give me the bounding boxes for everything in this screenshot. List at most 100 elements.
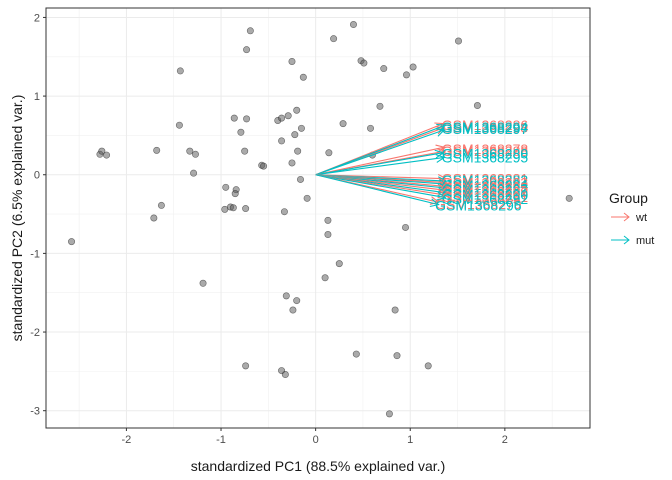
loading-label: GSM1368282 (442, 172, 529, 188)
legend-key-arrowhead (623, 212, 630, 222)
y-tick-label: 1 (34, 91, 40, 103)
arrow-head (435, 154, 446, 163)
data-point (153, 146, 161, 154)
data-point (409, 63, 417, 71)
loading-label: GSM1368284 (442, 177, 529, 193)
data-point (349, 21, 357, 29)
data-point (280, 208, 288, 216)
data-point (324, 216, 332, 224)
x-axis-title: standardized PC1 (88.5% explained var.) (191, 458, 445, 474)
data-point (367, 124, 375, 132)
data-point (293, 106, 301, 114)
data-point (199, 279, 207, 287)
arrow-head (437, 177, 448, 187)
data-point (176, 67, 184, 75)
data-point (330, 35, 338, 43)
data-point (297, 124, 305, 132)
data-point (299, 73, 307, 81)
data-point (393, 352, 401, 360)
data-point (103, 151, 111, 159)
loading-label: GSM1368279 (435, 196, 522, 212)
loading-label: GSM1368288 (442, 143, 529, 159)
loading-label: GSM1368290 (442, 186, 529, 202)
loading-label: GSM1368278 (442, 141, 529, 157)
arrow-head (435, 128, 446, 137)
loading-arrow (315, 144, 446, 176)
data-point (402, 223, 410, 231)
data-point (191, 150, 199, 158)
data-point (324, 231, 332, 239)
data-point (289, 306, 297, 314)
loading-label: GSM1368292 (442, 191, 529, 207)
legend-entries: wt mut (611, 212, 654, 247)
data-point (284, 112, 292, 120)
arrow-head (435, 144, 446, 154)
loading-label: GSM1368280 (442, 146, 529, 162)
legend-key-arrowhead (623, 235, 630, 245)
data-point (186, 147, 194, 155)
data-point (321, 274, 329, 282)
arrow-head (434, 149, 445, 159)
data-point (230, 114, 238, 122)
data-point (303, 194, 311, 202)
data-point (246, 27, 254, 35)
arrow-head (429, 198, 440, 208)
data-point (291, 131, 299, 139)
data-point (243, 46, 251, 54)
arrow-shaft (315, 174, 446, 199)
data-point (242, 205, 250, 213)
data-point (339, 120, 347, 128)
data-point (352, 350, 360, 358)
loading-label: GSM1368297 (442, 121, 529, 137)
data-point (241, 147, 249, 155)
loading-label: GSM1368286 (442, 117, 529, 133)
loading-arrows (315, 122, 449, 208)
plot-border (45, 7, 591, 429)
loading-labels: GSM1368286GSM1368293GSM1368294GSM1368297… (435, 117, 528, 213)
y-tick-label: -3 (30, 406, 40, 418)
data-point (402, 71, 410, 79)
loading-label: GSM1368294 (442, 119, 529, 135)
plot-panel (45, 7, 591, 429)
grid-lines (46, 8, 590, 428)
data-point (294, 147, 302, 155)
data-point (565, 194, 573, 202)
arrow-head (436, 191, 447, 201)
legend-title: Group (609, 190, 648, 206)
data-point (424, 362, 432, 370)
loading-label: GSM1368291 (442, 189, 529, 205)
loading-arrow (315, 174, 440, 208)
arrow-shaft (315, 152, 444, 176)
y-axis-title: standardized PC2 (6.5% explained var.) (9, 95, 25, 342)
loading-arrow (315, 174, 447, 201)
legend-label: wt (635, 212, 647, 224)
data-point (293, 297, 301, 305)
arrow-shaft (315, 129, 445, 176)
data-point (281, 371, 289, 379)
data-point (296, 175, 304, 183)
loading-arrow (315, 128, 446, 176)
legend: Group wt mut (609, 190, 654, 247)
data-point (150, 214, 158, 222)
data-point (385, 410, 393, 418)
legend-entry: mut (611, 235, 654, 247)
data-point (288, 57, 296, 65)
loading-arrow (315, 154, 446, 176)
data-point (243, 115, 251, 123)
data-point (68, 238, 76, 246)
x-tick-label: 1 (407, 434, 413, 446)
data-point (242, 362, 250, 370)
y-tick-label: -2 (30, 327, 40, 339)
x-tick-label: 0 (313, 434, 319, 446)
data-point (237, 128, 245, 136)
data-point (157, 201, 165, 209)
data-point (278, 137, 286, 145)
data-point (260, 162, 268, 170)
loading-label: GSM1368281 (442, 171, 529, 187)
y-tick-label: 2 (34, 12, 40, 24)
data-point (360, 59, 368, 67)
y-tick-label: -1 (30, 248, 40, 260)
loading-label: GSM1368285 (442, 179, 529, 195)
data-point (231, 190, 239, 198)
